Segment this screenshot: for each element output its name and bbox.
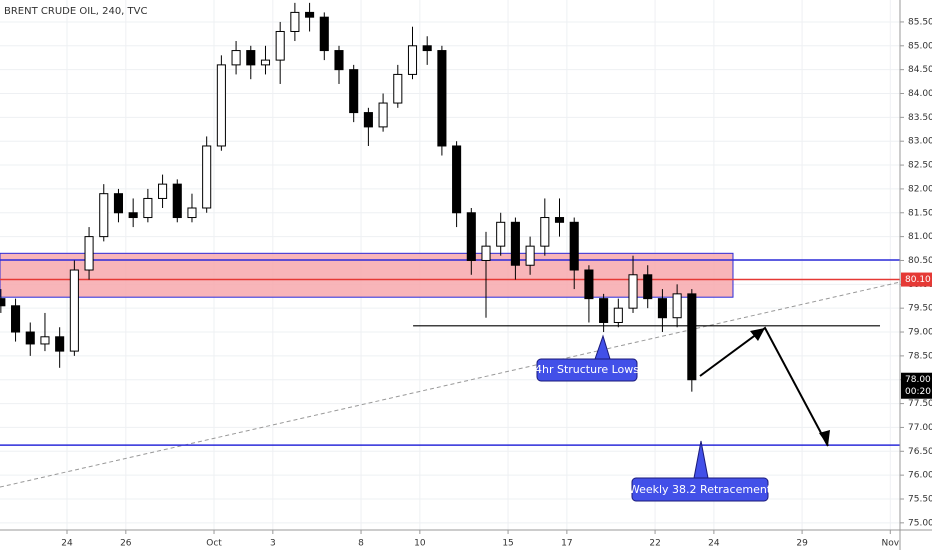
y-tick-label: 82.50	[908, 161, 932, 171]
candle-body	[687, 293, 697, 381]
candle-body	[305, 11, 315, 18]
candle-body	[334, 50, 344, 71]
y-tick-label: 83.50	[908, 113, 932, 123]
candle-body	[657, 298, 667, 319]
x-tick-label: 29	[796, 539, 808, 549]
last-price-label: 78.00	[905, 375, 931, 385]
candle-body	[84, 236, 94, 271]
x-tick-label: 26	[120, 539, 132, 549]
y-tick-label: 80.50	[908, 256, 932, 266]
trendline	[0, 274, 932, 488]
candle-body	[672, 293, 682, 319]
overlay: 4hr Structure Lows Weekly 38.2 Retraceme…	[535, 326, 830, 502]
y-tick-label: 81.50	[908, 208, 932, 218]
candle-body	[40, 336, 50, 345]
candle-body	[113, 193, 124, 214]
candle-body	[246, 50, 256, 66]
y-tick-label: 79.50	[908, 304, 932, 314]
x-tick-label: 24	[61, 539, 73, 549]
y-tick-label: 76.00	[908, 471, 932, 481]
arrow-head	[750, 328, 765, 341]
x-tick-label: 8	[358, 539, 364, 549]
candle-body	[510, 221, 520, 266]
candle-body	[0, 298, 6, 307]
candles	[0, 2, 697, 392]
candle-body	[260, 59, 271, 66]
candle-body	[599, 298, 609, 323]
y-tick-label: 77.50	[908, 399, 932, 409]
candle-body	[378, 102, 388, 128]
last-price-box	[901, 372, 932, 399]
level-price-box	[901, 272, 932, 287]
candle-body	[584, 269, 594, 300]
candle-body	[128, 212, 138, 219]
x-tick-label: 24	[708, 539, 720, 549]
candle-body	[158, 183, 168, 199]
x-tick-label: 17	[561, 539, 572, 549]
candle-body	[643, 274, 653, 300]
candle-body	[613, 307, 623, 323]
candle-body	[69, 269, 79, 352]
y-tick-label: 82.00	[908, 184, 932, 194]
candle-body	[393, 73, 403, 104]
candle-body	[349, 69, 359, 114]
y-tick-label: 81.00	[908, 232, 932, 242]
candle-body	[466, 212, 476, 261]
candle-body	[172, 183, 182, 219]
countdown: 00:20	[905, 387, 931, 397]
candle-body	[481, 245, 491, 261]
candle-body	[216, 64, 226, 147]
candle-body	[437, 50, 447, 147]
callout-text: Weekly 38.2 Retracement	[629, 483, 772, 496]
candle-body	[319, 16, 329, 52]
candle-body	[231, 50, 241, 66]
x-tick-label: Nov	[882, 539, 900, 549]
candle-body	[363, 112, 373, 128]
candle-body	[55, 336, 65, 352]
candle-body	[628, 274, 638, 309]
candle-body	[187, 207, 197, 219]
candle-body	[202, 145, 212, 209]
y-tick-label: 85.50	[908, 17, 932, 27]
candle-body	[422, 45, 432, 52]
y-tick-label: 84.00	[908, 89, 932, 99]
y-tick-label: 84.50	[908, 65, 932, 75]
callout-box	[536, 358, 638, 382]
y-tick-label: 76.50	[908, 447, 932, 457]
candle-body	[554, 217, 565, 223]
candle-body	[275, 30, 285, 61]
candle-body	[99, 193, 109, 238]
arrow-head	[819, 430, 830, 446]
candle-body	[407, 45, 418, 75]
candle-body	[540, 217, 550, 247]
candle-body	[452, 145, 462, 214]
candle-body	[496, 221, 506, 247]
candle-body	[569, 221, 579, 271]
x-tick-label: Oct	[206, 539, 222, 549]
chart-title: BRENT CRUDE OIL, 240, TVC	[4, 6, 147, 17]
candle-body	[290, 11, 300, 32]
y-tick-label: 75.00	[908, 518, 932, 528]
y-tick-label: 75.50	[908, 494, 932, 504]
x-tick-label: 3	[270, 539, 276, 549]
candle-body	[25, 331, 35, 345]
candle-body	[11, 305, 21, 333]
drawings	[0, 252, 932, 488]
callout-box	[631, 477, 769, 502]
x-tick-label: 15	[502, 539, 513, 549]
callout-text: 4hr Structure Lows	[535, 363, 639, 376]
y-tick-label: 79.00	[908, 328, 932, 338]
candle-body	[143, 197, 153, 219]
x-tick-label: 22	[649, 539, 660, 549]
y-tick-label: 77.00	[908, 423, 932, 433]
y-tick-label: 83.00	[908, 137, 932, 147]
y-tick-label: 85.00	[908, 41, 932, 51]
level-price-label: 80.10	[905, 275, 931, 285]
y-tick-label: 78.50	[908, 351, 932, 361]
x-tick-label: 10	[414, 539, 426, 549]
candle-body	[525, 245, 535, 266]
